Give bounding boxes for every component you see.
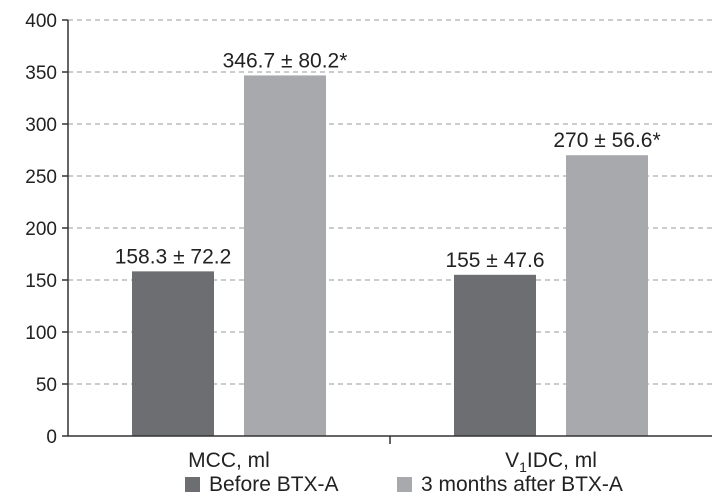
axes bbox=[67, 20, 712, 444]
bars bbox=[132, 75, 648, 436]
category-label-part: IDC, ml bbox=[527, 449, 597, 472]
category-labels: MCC, ml V1IDC, ml bbox=[188, 449, 597, 475]
y-tick-label: 400 bbox=[25, 11, 57, 32]
category-label-part: V bbox=[505, 449, 519, 472]
bar-data-labels: 158.3 ± 72.2 346.7 ± 80.2* 155 ± 47.6 270 ±… bbox=[115, 49, 661, 271]
legend: Before BTX-A 3 months after BTX-A bbox=[185, 473, 623, 496]
y-axis-ticks: 0 50 100 150 200 250 300 350 400 bbox=[25, 11, 68, 448]
bar bbox=[566, 155, 648, 436]
y-tick-label: 50 bbox=[36, 375, 57, 396]
bar-data-label: 346.7 ± 80.2* bbox=[223, 49, 348, 72]
y-tick-label: 100 bbox=[25, 323, 57, 344]
y-tick-label: 300 bbox=[25, 115, 57, 136]
bar bbox=[132, 271, 214, 436]
y-tick-label: 250 bbox=[25, 167, 57, 188]
bar-data-label: 158.3 ± 72.2 bbox=[115, 245, 232, 268]
legend-label: 3 months after BTX-A bbox=[421, 473, 623, 496]
legend-swatch bbox=[397, 477, 412, 492]
bar-data-label: 270 ± 56.6* bbox=[553, 129, 660, 152]
y-tick-label: 150 bbox=[25, 271, 57, 292]
category-label-part: MCC, ml bbox=[188, 449, 270, 472]
legend-label: Before BTX-A bbox=[209, 473, 339, 496]
legend-swatch bbox=[185, 477, 200, 492]
bar bbox=[454, 274, 536, 436]
category-label: V1IDC, ml bbox=[505, 449, 597, 475]
category-label: MCC, ml bbox=[188, 449, 270, 472]
y-tick-label: 0 bbox=[46, 427, 57, 448]
bar bbox=[244, 75, 326, 436]
bar-data-label: 155 ± 47.6 bbox=[445, 249, 544, 272]
y-tick-label: 200 bbox=[25, 219, 57, 240]
category-label-subscript: 1 bbox=[519, 459, 527, 475]
y-tick-label: 350 bbox=[25, 63, 57, 84]
